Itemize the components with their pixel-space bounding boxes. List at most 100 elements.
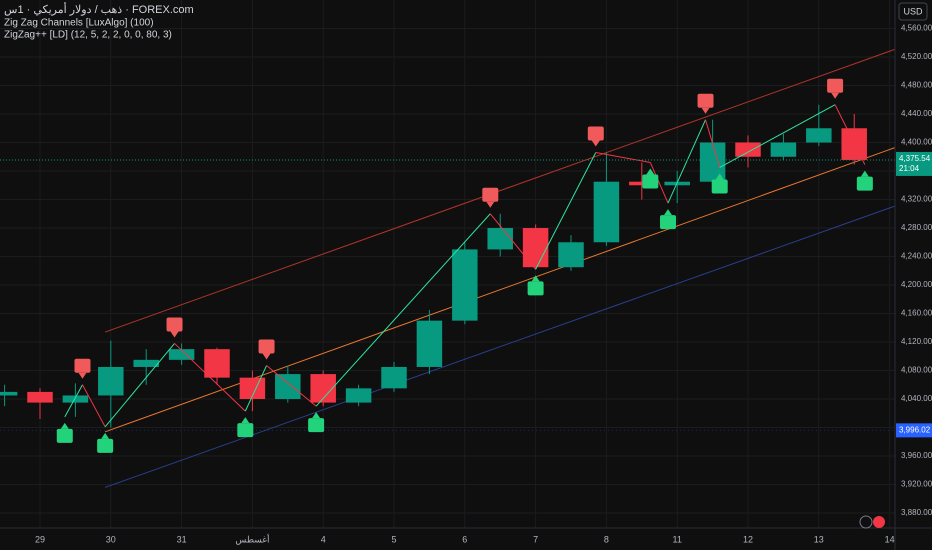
- pivot-pointer: [860, 170, 869, 177]
- x-tick-label: 30: [106, 534, 116, 544]
- pivot-pointer: [591, 140, 600, 147]
- x-tick-label: 13: [814, 534, 824, 544]
- icon[interactable]: [873, 516, 885, 528]
- pivot-marker: [660, 215, 677, 230]
- y-tick-label: 3,960.00: [901, 451, 932, 460]
- currency-button[interactable]: [898, 2, 928, 21]
- pivot-marker: [697, 93, 714, 108]
- y-tick-label: 4,160.00: [901, 309, 932, 318]
- pivot-pointer: [831, 92, 840, 99]
- currency[interactable]: USD: [903, 6, 923, 16]
- y-tick-label: 4,120.00: [901, 337, 932, 346]
- pivot-pointer: [241, 417, 250, 424]
- pivot-marker: [711, 179, 728, 194]
- pivot-marker: [237, 423, 254, 438]
- x-tick-label: 8: [604, 534, 609, 544]
- x-tick-label: 31: [177, 534, 187, 544]
- pivot-marker: [258, 339, 275, 354]
- zigzag-segment: [174, 343, 246, 412]
- pivot-pointer: [78, 372, 87, 379]
- y-tick-label: 4,440.00: [901, 109, 932, 118]
- zigzag-segment: [489, 213, 536, 270]
- channel-line: [104, 147, 896, 433]
- last-price-time: 21:04: [899, 164, 920, 173]
- x-tick-label: 5: [392, 534, 397, 544]
- pivot-pointer: [486, 201, 495, 208]
- x-tick-label: 12: [743, 534, 753, 544]
- candle-body: [593, 181, 620, 243]
- candle-body: [806, 128, 832, 143]
- pivot-pointer: [170, 331, 179, 338]
- pivot-pointer: [715, 173, 724, 180]
- x-tick-label: 11: [673, 534, 682, 544]
- candle-body: [381, 366, 407, 389]
- y-tick-label: 3,880.00: [901, 508, 932, 517]
- pivot-marker: [97, 438, 114, 453]
- pivot-marker: [527, 281, 544, 296]
- level-label-box: [896, 423, 932, 438]
- y-tick-label: 4,400.00: [901, 138, 932, 147]
- pivot-marker: [856, 176, 873, 191]
- pivot-marker: [74, 358, 91, 373]
- zigzag-segment: [244, 365, 268, 412]
- pivot-pointer: [701, 107, 710, 114]
- pivot-pointer: [531, 275, 540, 282]
- pivot-marker: [587, 126, 604, 141]
- zigzag-segment: [82, 384, 106, 428]
- indicator-label: Zig Zag Channels [LuxAlgo] (100): [4, 18, 154, 29]
- zigzag-segment: [64, 384, 83, 418]
- candle-body: [168, 349, 195, 360]
- candle-body: [629, 181, 655, 186]
- candle-body: [345, 388, 372, 403]
- y-tick-label: 4,320.00: [901, 195, 932, 204]
- zigzag-segment: [104, 343, 175, 428]
- icon[interactable]: [859, 515, 873, 529]
- candle-body: [416, 320, 443, 367]
- candle-body: [98, 366, 124, 396]
- x-tick-label: 29: [35, 534, 45, 544]
- channel-line: [104, 48, 896, 333]
- y-tick-label: 4,480.00: [901, 81, 932, 90]
- indicator-label: ZigZag++ [LD] (12, 5, 2, 2, 0, 0, 80, 3): [4, 30, 172, 41]
- axes: 3,880.003,920.003,960.004,000.004,040.00…: [35, 24, 932, 545]
- candle-body: [735, 142, 761, 157]
- candle-body: [275, 374, 301, 400]
- zigzag-segment: [834, 104, 866, 165]
- y-tick-label: 4,080.00: [901, 366, 932, 375]
- pivot-marker: [56, 428, 73, 443]
- x-tick-label: 14: [885, 534, 895, 544]
- pivot-marker: [642, 174, 659, 189]
- pivot-marker: [482, 187, 499, 202]
- y-tick-label: 4,560.00: [901, 24, 932, 33]
- pivot-pointer: [664, 209, 673, 216]
- zigzag-segment: [649, 162, 669, 204]
- y-tick-label: 4,280.00: [901, 223, 932, 232]
- pivot-pointer: [312, 412, 321, 419]
- x-tick-label: 6: [462, 534, 467, 544]
- channel-line: [104, 205, 896, 488]
- last-price-label: 4,375.54: [899, 154, 931, 163]
- x-tick-label: 7: [533, 534, 538, 544]
- pivot-pointer: [60, 422, 69, 429]
- candle-body: [133, 359, 159, 367]
- y-tick-label: 4,200.00: [901, 280, 932, 289]
- symbol-title: ذهب / دولار أمريكي · 1س · FOREX.com: [4, 2, 194, 16]
- y-tick-label: 3,920.00: [901, 480, 932, 489]
- plot: [0, 48, 896, 488]
- zigzag-segment: [315, 213, 491, 407]
- level-label: 3,996.02: [899, 425, 931, 434]
- last-price-box: [896, 151, 932, 176]
- y-tick-label: 4,520.00: [901, 52, 932, 61]
- pivot-marker: [308, 418, 325, 433]
- candle-body: [452, 249, 478, 321]
- candle-body: [770, 142, 797, 157]
- zigzag-segment: [667, 119, 706, 204]
- pivot-marker: [827, 78, 844, 93]
- candle-body: [62, 395, 89, 403]
- zigzag-segment: [595, 151, 651, 163]
- x-tick-label: 4: [321, 534, 326, 544]
- pivot-marker: [166, 317, 183, 332]
- candle-body: [204, 349, 230, 378]
